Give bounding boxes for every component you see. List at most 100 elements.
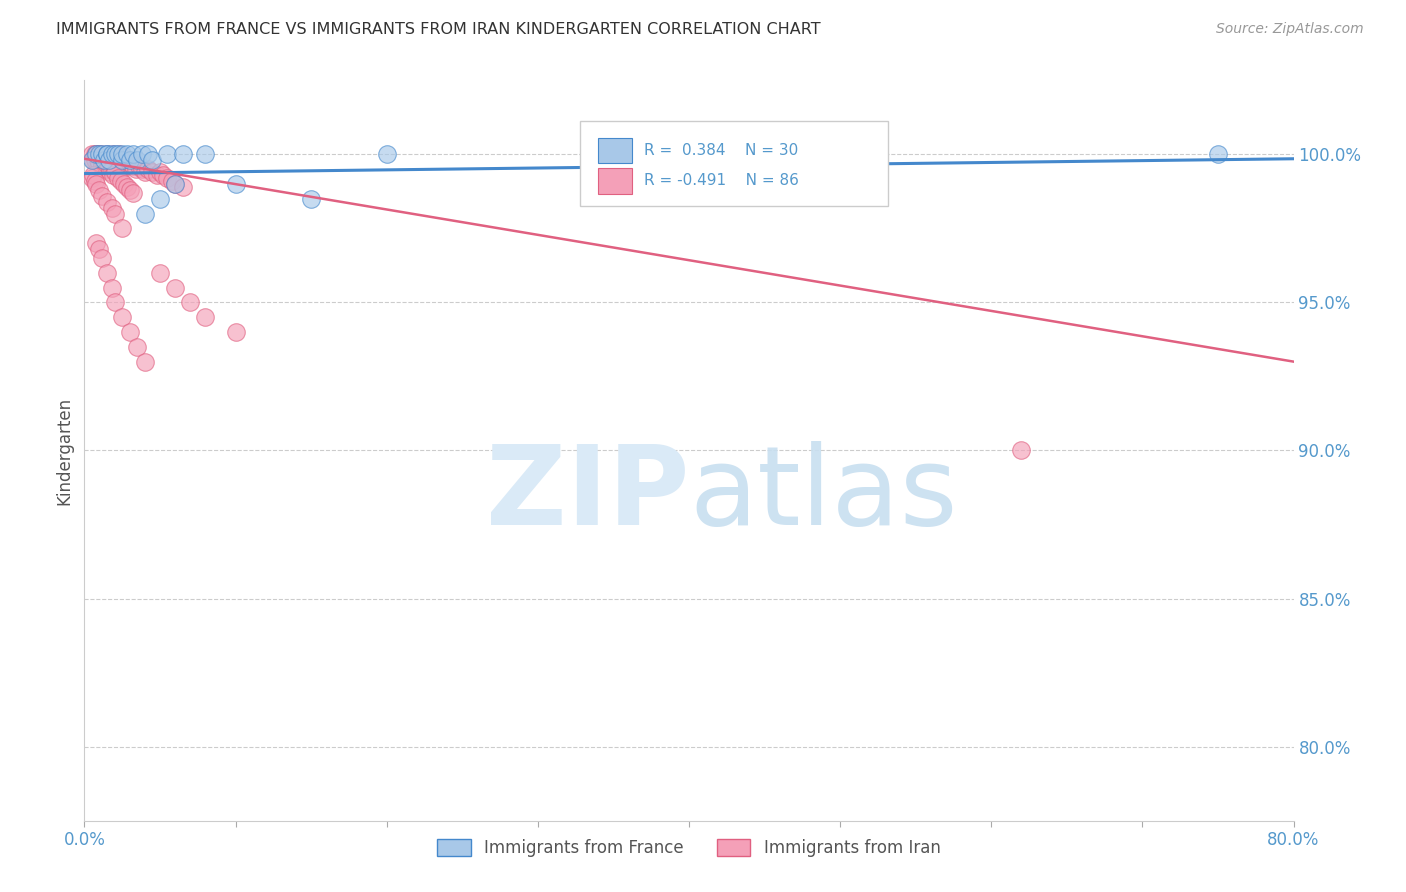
Point: [131, 162, 153, 177]
Point: [118, 325, 141, 339]
Point: [117, 153, 139, 168]
Point: [127, 340, 149, 354]
Point: [141, 165, 163, 179]
Text: Source: ZipAtlas.com: Source: ZipAtlas.com: [1216, 22, 1364, 37]
Point: [149, 266, 172, 280]
Point: [84, 147, 107, 161]
Point: [94, 159, 117, 173]
Point: [115, 159, 138, 173]
Point: [118, 183, 141, 197]
Text: IMMIGRANTS FROM FRANCE VS IMMIGRANTS FROM IRAN KINDERGARTEN CORRELATION CHART: IMMIGRANTS FROM FRANCE VS IMMIGRANTS FRO…: [56, 22, 821, 37]
Point: [98, 165, 121, 179]
Point: [152, 168, 174, 182]
Point: [165, 177, 187, 191]
Point: [96, 147, 118, 161]
Point: [156, 171, 179, 186]
Point: [89, 183, 111, 197]
Point: [134, 206, 156, 220]
Point: [105, 156, 128, 170]
Point: [107, 171, 129, 186]
Point: [121, 186, 143, 200]
Point: [98, 156, 121, 170]
Point: [125, 162, 148, 177]
Point: [172, 147, 194, 161]
Point: [82, 168, 104, 182]
Point: [104, 206, 127, 220]
Point: [100, 153, 122, 168]
Point: [86, 236, 108, 251]
Point: [112, 177, 135, 191]
Point: [118, 156, 141, 170]
Point: [96, 147, 118, 161]
Point: [107, 153, 129, 168]
Bar: [599, 138, 633, 163]
Point: [87, 153, 110, 168]
Point: [115, 180, 138, 194]
Point: [96, 147, 118, 161]
Point: [96, 266, 118, 280]
Bar: [599, 169, 633, 194]
Text: ZIP: ZIP: [485, 442, 689, 549]
Point: [134, 354, 156, 368]
Point: [115, 147, 138, 161]
Point: [111, 147, 134, 161]
Point: [165, 280, 187, 294]
Point: [87, 147, 110, 161]
Point: [94, 153, 117, 168]
Legend: Immigrants from France, Immigrants from Iran: Immigrants from France, Immigrants from …: [430, 832, 948, 864]
Point: [114, 156, 136, 170]
Point: [165, 177, 187, 191]
Point: [194, 147, 217, 161]
Point: [299, 192, 322, 206]
Point: [111, 153, 134, 168]
Point: [89, 153, 111, 168]
Point: [1011, 443, 1033, 458]
Point: [121, 147, 143, 161]
Point: [86, 147, 108, 161]
Text: R = -0.491    N = 86: R = -0.491 N = 86: [644, 173, 799, 188]
Point: [84, 153, 107, 168]
Point: [104, 165, 127, 179]
Point: [108, 147, 131, 161]
Point: [225, 325, 247, 339]
Point: [100, 162, 122, 177]
Point: [141, 153, 163, 168]
Point: [80, 171, 103, 186]
Point: [96, 194, 118, 209]
Point: [121, 159, 143, 173]
Point: [82, 153, 104, 168]
Point: [134, 165, 156, 179]
Point: [97, 153, 120, 168]
Point: [136, 147, 159, 161]
Point: [91, 251, 114, 265]
Point: [100, 147, 122, 161]
Y-axis label: Kindergarten: Kindergarten: [55, 396, 73, 505]
Point: [104, 147, 127, 161]
Point: [90, 153, 112, 168]
Point: [97, 153, 120, 168]
Point: [80, 147, 103, 161]
Point: [107, 147, 129, 161]
Point: [97, 159, 120, 173]
Point: [179, 295, 201, 310]
Point: [128, 159, 150, 173]
Point: [104, 153, 127, 168]
Point: [127, 153, 149, 168]
Point: [149, 165, 172, 179]
Point: [111, 221, 134, 235]
Point: [101, 168, 124, 182]
Point: [149, 192, 172, 206]
Point: [131, 147, 153, 161]
Point: [100, 201, 122, 215]
Point: [89, 242, 111, 256]
Point: [146, 168, 169, 182]
FancyBboxPatch shape: [581, 121, 889, 206]
Point: [110, 174, 132, 188]
Point: [111, 153, 134, 168]
Point: [194, 310, 217, 325]
Point: [100, 280, 122, 294]
Point: [89, 147, 111, 161]
Point: [86, 147, 108, 161]
Point: [112, 159, 135, 173]
Point: [91, 153, 114, 168]
